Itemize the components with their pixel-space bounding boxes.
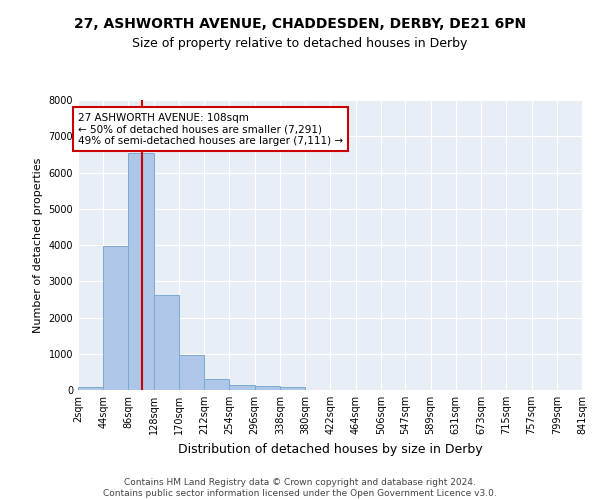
Bar	[229, 386, 254, 390]
Text: Size of property relative to detached houses in Derby: Size of property relative to detached ho…	[133, 38, 467, 51]
Bar	[103, 246, 128, 390]
Text: Contains HM Land Registry data © Crown copyright and database right 2024.
Contai: Contains HM Land Registry data © Crown c…	[103, 478, 497, 498]
Text: 27 ASHWORTH AVENUE: 108sqm
← 50% of detached houses are smaller (7,291)
49% of s: 27 ASHWORTH AVENUE: 108sqm ← 50% of deta…	[78, 112, 343, 146]
Y-axis label: Number of detached properties: Number of detached properties	[33, 158, 43, 332]
X-axis label: Distribution of detached houses by size in Derby: Distribution of detached houses by size …	[178, 442, 482, 456]
Bar	[204, 379, 229, 390]
Bar	[280, 386, 305, 390]
Bar	[254, 386, 280, 390]
Bar	[128, 152, 154, 390]
Bar	[179, 355, 204, 390]
Text: 27, ASHWORTH AVENUE, CHADDESDEN, DERBY, DE21 6PN: 27, ASHWORTH AVENUE, CHADDESDEN, DERBY, …	[74, 18, 526, 32]
Bar	[78, 387, 103, 390]
Bar	[154, 295, 179, 390]
